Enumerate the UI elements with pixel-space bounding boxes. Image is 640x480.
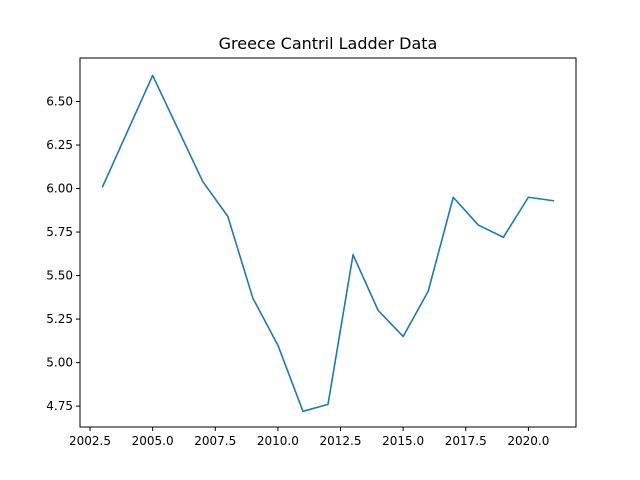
y-tick-label: 6.00	[46, 182, 73, 196]
x-tick-label: 2005.0	[132, 434, 174, 448]
x-axis: 2002.5 2005.0 2007.5 2010.0 2012.5 2015.0 2017…	[69, 427, 549, 448]
x-tick-label: 2015.0	[382, 434, 424, 448]
y-tick-label: 6.50	[46, 95, 73, 109]
y-tick-label: 5.50	[46, 269, 73, 283]
x-tick-label: 2020.0	[507, 434, 549, 448]
x-tick-label: 2017.5	[445, 434, 487, 448]
y-tick-label: 6.25	[46, 138, 73, 152]
x-tick-label: 2012.5	[320, 434, 362, 448]
y-tick-label: 5.25	[46, 312, 73, 326]
plot-area	[101, 74, 555, 413]
y-tick-label: 5.75	[46, 225, 73, 239]
y-tick-label: 5.00	[46, 356, 73, 370]
chart-title: Greece Cantril Ladder Data	[219, 34, 438, 53]
x-tick-label: 2007.5	[194, 434, 236, 448]
x-tick-label: 2010.0	[257, 434, 299, 448]
y-tick-label: 4.75	[46, 399, 73, 413]
axes-frame	[79, 57, 577, 428]
y-axis: 4.75 5.00 5.25 5.50 5.75 6.00 6.25 6.50	[46, 95, 80, 413]
series-line	[101, 74, 555, 413]
x-tick-label: 2002.5	[69, 434, 111, 448]
